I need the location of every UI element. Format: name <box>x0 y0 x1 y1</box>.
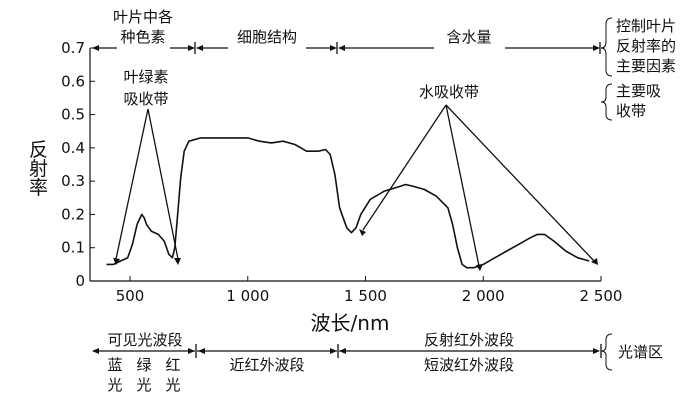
y-tick-label: 0.5 <box>61 106 85 124</box>
near-ir-label: 近红外波段 <box>229 356 304 374</box>
top-band-pigments-2: 种色素 <box>120 28 165 46</box>
y-tick-label: 0.6 <box>61 72 85 90</box>
arrowhead <box>476 264 483 271</box>
water-arrow-1 <box>362 104 447 231</box>
reflectance-curve <box>106 137 590 269</box>
arrowhead <box>359 229 366 236</box>
factor-label-1: 控制叶片 <box>616 17 676 35</box>
y-tick-label: 0.3 <box>61 172 85 190</box>
visible-band-label: 可见光波段 <box>107 331 182 349</box>
right-brace-spectrum <box>600 333 613 371</box>
y-tick-label: 0 <box>75 272 85 290</box>
arrowhead <box>174 258 181 265</box>
top-band-cell-structure: 细胞结构 <box>237 28 297 46</box>
x-tick-label: 500 <box>116 287 145 305</box>
y-tick-label: 0.4 <box>61 139 85 157</box>
top-band-pigments-1: 叶片中各 <box>113 8 173 26</box>
right-brace-absorption <box>600 83 613 121</box>
factor-label-3: 主要因素 <box>616 57 676 75</box>
chlorophyll-arrow-red <box>147 108 179 260</box>
arrowhead <box>113 258 120 265</box>
red-light-1: 红 <box>165 356 180 374</box>
reflected-ir-label: 反射红外波段 <box>424 331 514 349</box>
bottom-band-arrows <box>92 344 602 358</box>
chlorophyll-label-1: 叶绿素 <box>123 68 168 86</box>
chlorophyll-arrow-blue <box>115 108 149 260</box>
water-arrow-3 <box>445 104 596 263</box>
y-ticks: 0 0.1 0.2 0.3 0.4 0.5 0.6 0.7 <box>61 39 95 290</box>
water-absorption-label: 水吸收带 <box>419 83 479 101</box>
x-tick-label: 1 000 <box>226 287 269 305</box>
right-brace-factors <box>600 17 613 77</box>
green-light-1: 绿 <box>136 356 151 374</box>
spectral-region-label: 光谱区 <box>618 343 663 361</box>
factor-label-2: 反射率的 <box>616 37 676 55</box>
blue-light-2: 光 <box>107 376 122 394</box>
top-band-water-content: 含水量 <box>446 28 491 46</box>
chlorophyll-label-2: 吸收带 <box>123 90 168 108</box>
x-tick-label: 1 500 <box>344 287 387 305</box>
red-light-2: 光 <box>165 376 180 394</box>
y-axis-label: 反射率 <box>26 139 48 196</box>
top-band-arrows <box>92 42 601 54</box>
blue-light-1: 蓝 <box>107 356 122 374</box>
absorption-label-1: 主要吸 <box>616 82 661 100</box>
x-ticks: 500 1 000 1 500 2 000 2 500 <box>116 276 623 305</box>
green-light-2: 光 <box>136 376 151 394</box>
y-tick-label: 0.2 <box>61 205 85 223</box>
water-arrow-2 <box>445 104 480 267</box>
absorption-label-2: 收带 <box>616 102 646 120</box>
x-axis-label: 波长/nm <box>311 311 390 335</box>
short-wave-ir-label: 短波红外波段 <box>424 356 514 374</box>
y-tick-label: 0.1 <box>61 239 85 257</box>
y-tick-label: 0.7 <box>61 39 85 57</box>
x-tick-label: 2 000 <box>462 287 505 305</box>
arrowhead <box>591 258 598 265</box>
x-tick-label: 2 500 <box>580 287 623 305</box>
